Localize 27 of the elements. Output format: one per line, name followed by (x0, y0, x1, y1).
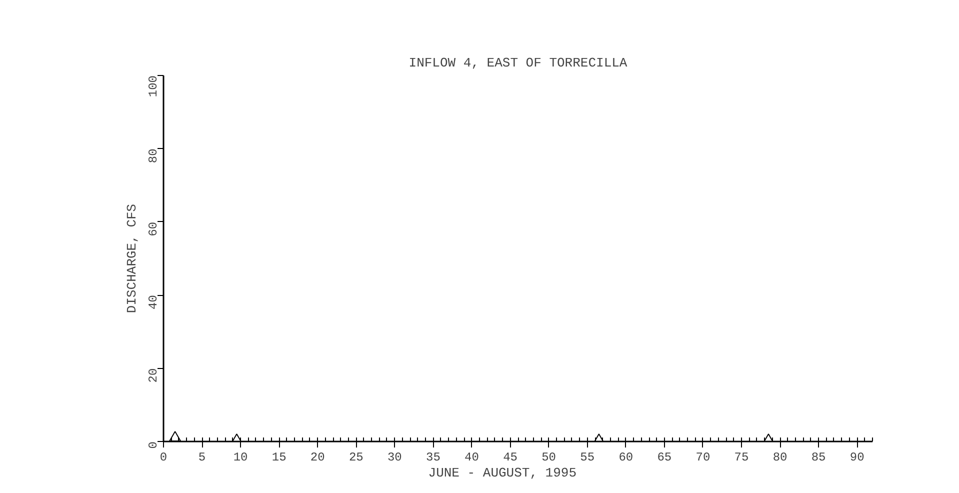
x-tick-label: 70 (696, 450, 710, 464)
y-tick-label: 80 (146, 148, 160, 164)
y-tick-label: 60 (146, 222, 160, 236)
x-tick-label: 40 (464, 450, 479, 464)
x-tick-label: 25 (348, 450, 364, 464)
x-tick-label: 60 (618, 450, 634, 464)
x-tick-label: 30 (387, 450, 402, 464)
y-tick-label: 40 (146, 295, 160, 310)
x-tick-label: 45 (503, 450, 518, 464)
x-tick-label: 90 (850, 450, 864, 464)
x-tick-label: 5 (198, 450, 206, 464)
x-tick-label: 75 (734, 450, 749, 464)
x-tick-label: 85 (811, 450, 826, 464)
x-tick-label: 20 (310, 450, 325, 464)
x-tick-label: 55 (580, 450, 595, 464)
y-tick-label: 20 (146, 368, 160, 383)
y-tick-label: 0 (146, 442, 160, 449)
y-axis-title: DISCHARGE, CFS (124, 204, 140, 314)
chart-title: INFLOW 4, EAST OF TORRECILLA (408, 56, 628, 70)
x-tick-label: 10 (233, 450, 248, 464)
y-tick-label: 100 (146, 75, 160, 98)
x-axis-title: JUNE - AUGUST, 1995 (428, 466, 577, 480)
x-tick-label: 80 (772, 450, 788, 464)
x-tick-label: 50 (542, 450, 556, 464)
x-tick-label: 15 (272, 450, 286, 464)
x-tick-label: 35 (426, 450, 440, 464)
x-tick-label: 65 (657, 450, 672, 464)
